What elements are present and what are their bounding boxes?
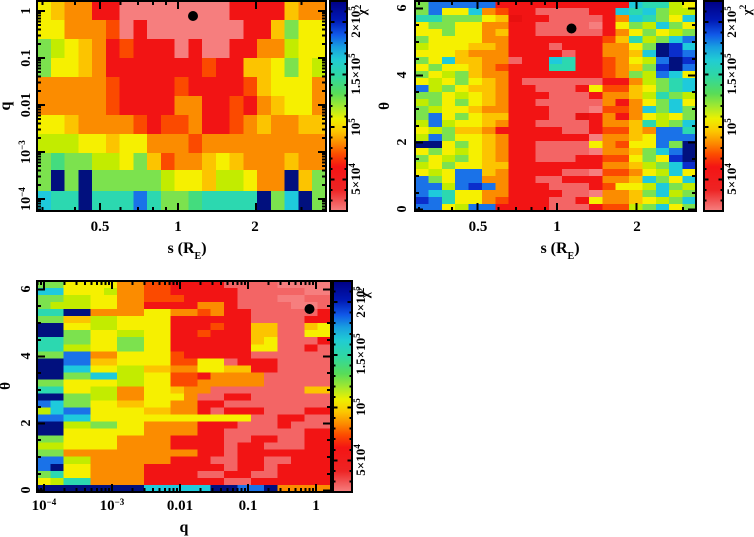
svg-text:4: 4 [395,72,410,79]
svg-text:0.5: 0.5 [469,219,488,235]
svg-text:5×104: 5×104 [347,163,363,195]
svg-text:0.1: 0.1 [239,498,258,514]
svg-text:6: 6 [19,286,34,293]
svg-text:0.1: 0.1 [19,49,34,67]
svg-text:2×105: 2×105 [352,286,368,318]
svg-text:θ: θ [377,102,393,110]
svg-text:2: 2 [395,139,410,146]
svg-text:1: 1 [174,219,182,235]
svg-text:2: 2 [251,219,259,235]
svg-text:2×105: 2×105 [723,6,739,38]
svg-text:1: 1 [312,498,320,514]
svg-text:1.5×105: 1.5×105 [347,53,363,95]
svg-text:0.01: 0.01 [167,498,193,514]
svg-text:1: 1 [19,8,34,15]
svg-text:1.5×105: 1.5×105 [723,53,739,95]
svg-text:4: 4 [19,353,34,360]
svg-text:0.01: 0.01 [19,93,34,118]
svg-text:q: q [0,101,14,110]
svg-text:1: 1 [553,219,561,235]
svg-text:6: 6 [395,5,410,12]
svg-text:2: 2 [19,420,34,427]
svg-text:1.5×105: 1.5×105 [352,333,368,375]
svg-text:2×105: 2×105 [347,6,363,38]
svg-text:5×104: 5×104 [352,444,368,476]
svg-text:θ: θ [0,382,14,390]
svg-text:0: 0 [19,487,34,494]
svg-text:5×104: 5×104 [723,163,739,195]
svg-text:q: q [180,519,189,536]
svg-text:2: 2 [633,219,641,235]
svg-text:0.5: 0.5 [91,219,110,235]
svg-text:0: 0 [395,206,410,213]
